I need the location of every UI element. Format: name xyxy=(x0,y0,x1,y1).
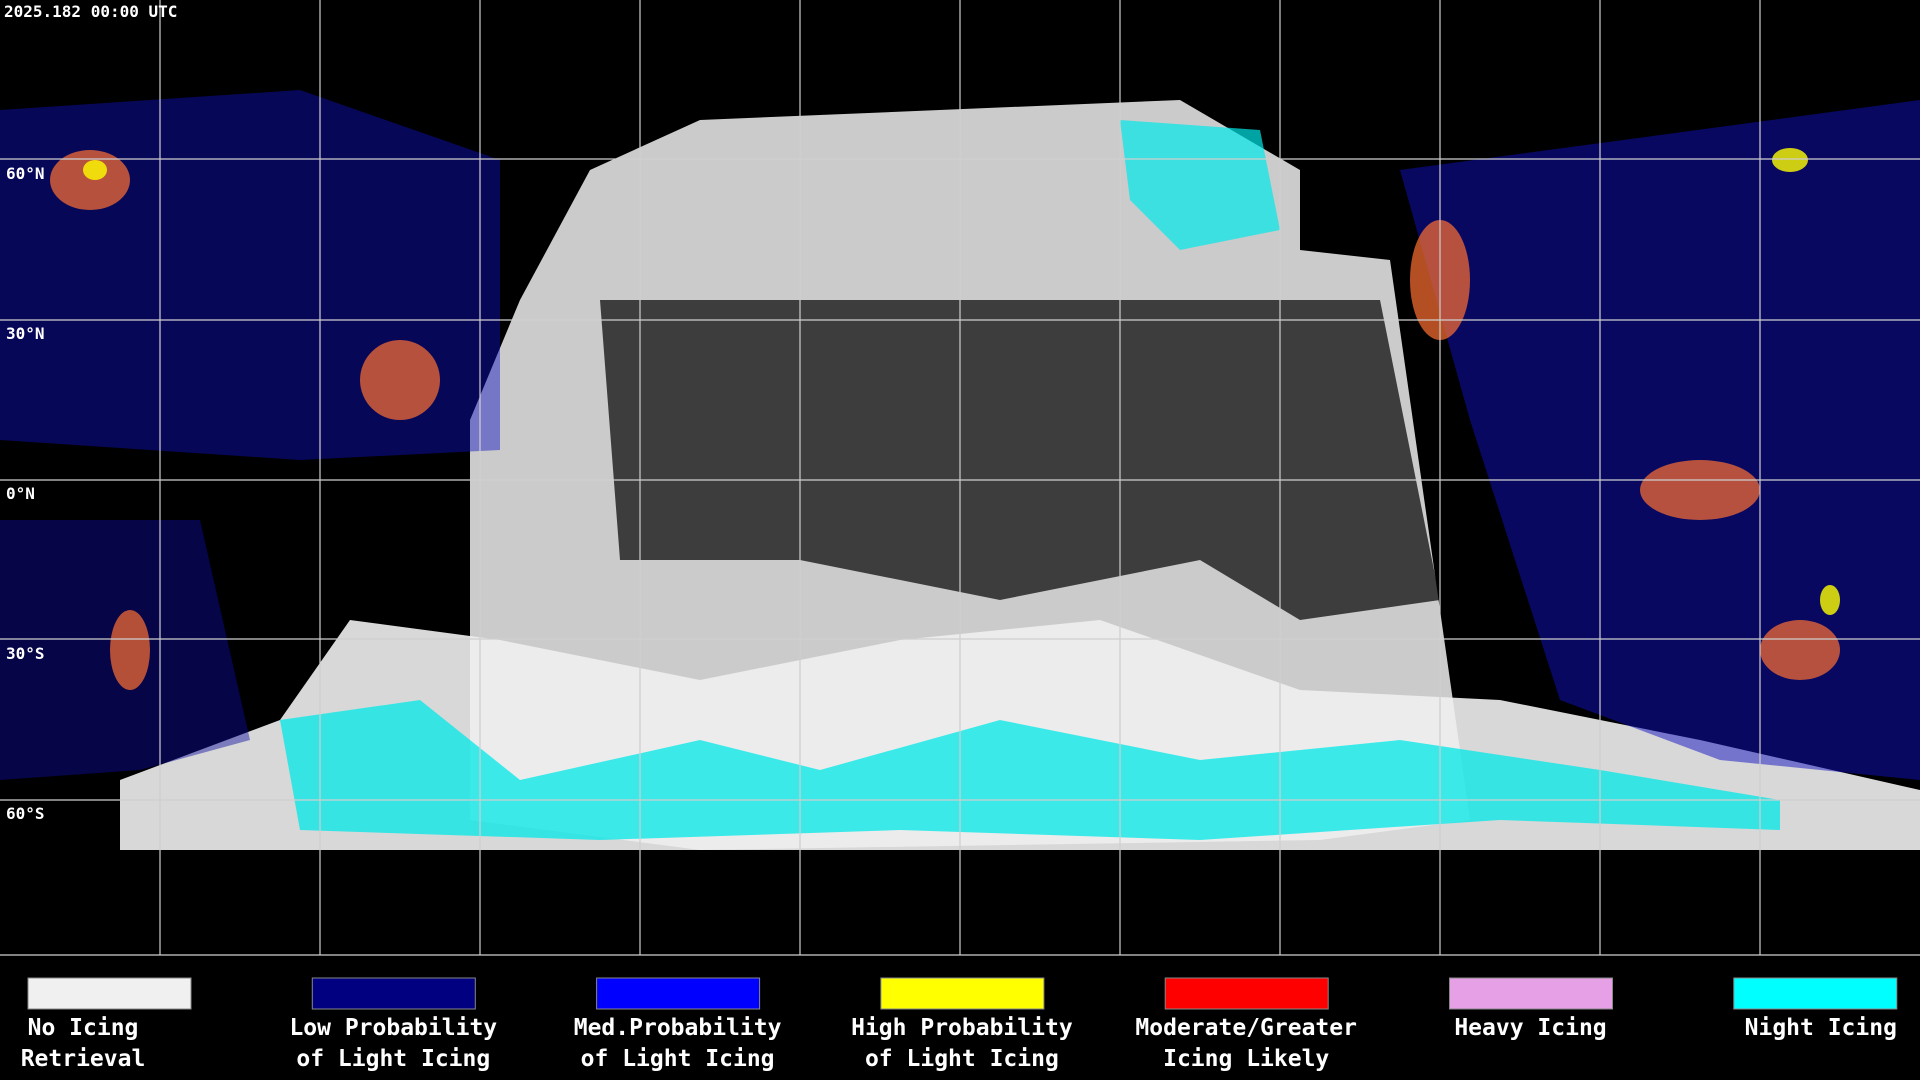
lat-label: 30°S xyxy=(6,644,45,663)
legend-label: Night Icing xyxy=(1745,1015,1897,1041)
lon-lines xyxy=(159,0,1761,955)
legend-swatch xyxy=(880,977,1045,1010)
legend-label: High Probability xyxy=(851,1015,1073,1041)
lat-label: 60°S xyxy=(6,804,45,823)
timestamp: 2025.182 00:00 UTC xyxy=(4,2,177,21)
legend-swatch xyxy=(1164,977,1329,1010)
legend-swatch xyxy=(311,977,476,1010)
legend-label: Heavy Icing xyxy=(1454,1015,1606,1041)
spot xyxy=(1820,585,1840,615)
legend-label: No Icing xyxy=(28,1015,139,1041)
legend-label: Low Probability xyxy=(289,1015,497,1041)
spot xyxy=(360,340,440,420)
asia-icing xyxy=(1400,100,1920,780)
night-icing-band xyxy=(280,700,1780,840)
legend-label: of Light Icing xyxy=(865,1046,1059,1072)
legend-swatch xyxy=(1733,977,1898,1010)
spot xyxy=(83,160,107,180)
spot xyxy=(50,150,130,210)
spot xyxy=(1772,148,1808,172)
legend-label: of Light Icing xyxy=(581,1046,775,1072)
night-icing-north xyxy=(1120,120,1280,250)
spot xyxy=(110,610,150,690)
legend-swatch xyxy=(27,977,192,1010)
legend-swatch xyxy=(1449,977,1613,1010)
legend-label: Retrieval xyxy=(21,1046,146,1072)
legend: No Icing Retrieval Low Probability of Light… xyxy=(21,977,1898,1072)
legend-label: Icing Likely xyxy=(1163,1046,1329,1072)
legend-label: Med.Probability xyxy=(574,1015,782,1041)
spot xyxy=(1760,620,1840,680)
lat-label: 30°N xyxy=(6,324,45,343)
legend-label: of Light Icing xyxy=(296,1046,490,1072)
imagery xyxy=(0,90,1920,850)
lat-label: 0°N xyxy=(6,484,35,503)
graticule xyxy=(0,0,1920,956)
clear-area xyxy=(600,300,1440,620)
lat-label: 60°N xyxy=(6,164,45,183)
high-spots xyxy=(83,148,1840,615)
spot xyxy=(1640,460,1760,520)
legend-label: Moderate/Greater xyxy=(1135,1015,1357,1041)
legend-swatch xyxy=(596,977,761,1010)
